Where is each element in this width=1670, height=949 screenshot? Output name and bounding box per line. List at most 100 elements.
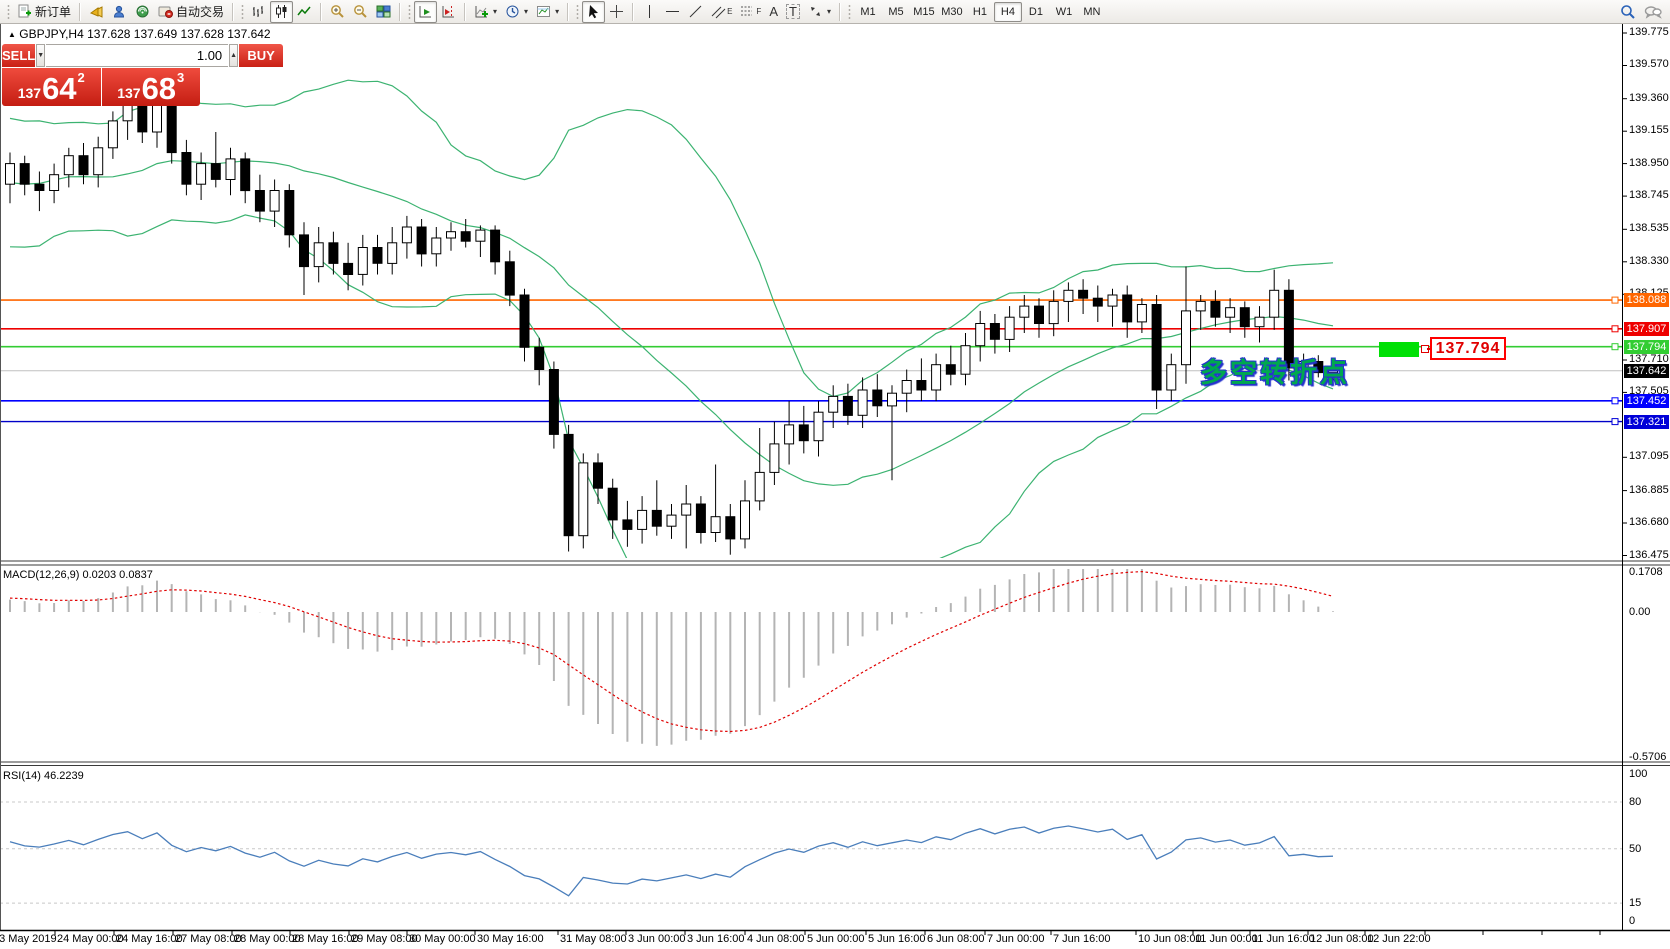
cursor-button[interactable] xyxy=(582,0,606,23)
ask-price-button[interactable]: 137 68 3 xyxy=(101,68,200,106)
time-label: 7 Jun 16:00 xyxy=(1053,933,1111,945)
sell-button[interactable]: SELL xyxy=(2,44,36,67)
channel-tool-button[interactable]: E xyxy=(707,1,736,23)
tile-windows-button[interactable] xyxy=(372,1,395,23)
toolbar-separator xyxy=(464,2,467,21)
timeframe-h1[interactable]: H1 xyxy=(972,5,987,18)
price-tag[interactable]: 137.794 xyxy=(1624,340,1669,354)
price-tick-label: 136.885 xyxy=(1629,484,1669,496)
bid-big: 64 xyxy=(42,71,77,106)
auto-scroll-button[interactable] xyxy=(414,0,438,23)
toolbar-grip xyxy=(847,3,851,20)
arrows-tool-button[interactable]: ▾ xyxy=(804,1,835,23)
timeframe-m30[interactable]: M30 xyxy=(941,5,963,18)
price-tag[interactable]: 137.642 xyxy=(1624,364,1669,378)
bar-chart-icon xyxy=(253,6,264,17)
time-label: 4 Jun 08:00 xyxy=(747,933,805,945)
cursor-icon xyxy=(589,5,599,19)
channel-glyph: E xyxy=(727,7,733,16)
auto-trading-button[interactable]: 自动交易 xyxy=(154,1,228,23)
green-highlight-box[interactable] xyxy=(1379,342,1419,357)
time-label: 24 May 16:00 xyxy=(116,933,183,945)
time-label: 3 Jun 00:00 xyxy=(628,933,686,945)
periods-clock-icon xyxy=(506,5,519,18)
price-tick-label: 136.680 xyxy=(1629,516,1669,528)
crosshair-button[interactable] xyxy=(605,1,628,23)
time-label: 24 May 00:00 xyxy=(57,933,124,945)
horizontal-line-tool-button[interactable] xyxy=(661,1,684,23)
timeframe-m5[interactable]: M5 xyxy=(888,5,904,18)
timeframe-mn[interactable]: MN xyxy=(1083,5,1101,18)
toolbar-separator xyxy=(320,2,323,21)
toolbar-grip xyxy=(241,3,245,20)
periods-caret-icon: ▾ xyxy=(524,7,529,16)
time-label: 3 Jun 16:00 xyxy=(687,933,745,945)
main-toolbar: 新订单 自动交易 xyxy=(0,0,1670,24)
volume-increase-button[interactable]: ▲ xyxy=(229,44,239,67)
zoom-out-button[interactable] xyxy=(349,1,372,23)
level-lines[interactable] xyxy=(0,299,1622,423)
time-label: 28 May 00:00 xyxy=(234,933,301,945)
turning-point-annotation[interactable]: 多空转折点 xyxy=(1200,358,1350,389)
chart-shift-icon xyxy=(442,6,455,18)
auto-trading-icon xyxy=(158,6,174,18)
search-button[interactable] xyxy=(1616,1,1640,23)
templates-button[interactable]: ▾ xyxy=(532,1,563,23)
bollinger-lower xyxy=(9,214,1334,558)
bid-sup: 2 xyxy=(77,70,85,85)
chat-button[interactable] xyxy=(1640,1,1666,23)
timeframe-w1[interactable]: W1 xyxy=(1055,5,1073,18)
price-tag[interactable]: 137.321 xyxy=(1624,415,1669,429)
price-tag[interactable]: 137.452 xyxy=(1624,394,1669,408)
time-label: 29 May 08:00 xyxy=(351,933,418,945)
channel-icon xyxy=(711,6,726,19)
zoom-in-button[interactable] xyxy=(326,1,349,23)
label-tool-button[interactable]: T xyxy=(782,1,804,23)
macd-tick-label: 0.00 xyxy=(1629,606,1651,618)
new-order-button[interactable]: 新订单 xyxy=(13,1,75,23)
tile-windows-icon xyxy=(376,5,391,18)
indicators-button[interactable]: ▾ xyxy=(470,1,501,23)
price-tick-label: 139.775 xyxy=(1629,26,1669,38)
navigator-button[interactable] xyxy=(108,1,131,23)
timeframe-h4[interactable]: H4 xyxy=(993,1,1022,22)
arrows-caret-icon: ▾ xyxy=(826,7,831,16)
macd-tick-label: 0.1708 xyxy=(1629,566,1663,578)
auto-scroll-icon xyxy=(419,6,432,18)
macd-histogram xyxy=(9,569,1334,746)
level-connector-square xyxy=(1611,343,1619,351)
candlestick-chart-button[interactable] xyxy=(270,0,294,23)
templates-icon xyxy=(537,6,551,17)
chart-shift-button[interactable] xyxy=(437,1,460,23)
periods-button[interactable]: ▾ xyxy=(501,1,532,23)
buy-button[interactable]: BUY xyxy=(239,44,284,67)
vertical-line-tool-button[interactable] xyxy=(638,1,661,23)
signal-button[interactable] xyxy=(131,1,154,23)
symbol-header: ▲ GBPJPY,H4 137.628 137.649 137.628 137.… xyxy=(8,27,271,41)
fibonacci-tool-button[interactable]: F xyxy=(736,1,765,23)
price-tag[interactable]: 138.088 xyxy=(1624,293,1669,307)
text-tool-button[interactable]: A xyxy=(765,1,782,23)
price-tick-label: 138.950 xyxy=(1629,157,1669,169)
time-label: 6 Jun 08:00 xyxy=(927,933,985,945)
rsi-tick-label: 100 xyxy=(1629,768,1648,780)
price-callout-label[interactable]: 137.794 xyxy=(1430,337,1506,360)
bar-chart-button[interactable] xyxy=(247,1,270,23)
macd-tick-label: -0.5706 xyxy=(1629,751,1667,763)
price-tag[interactable]: 137.907 xyxy=(1624,322,1669,336)
trendline-tool-button[interactable] xyxy=(684,1,707,23)
timeframe-d1[interactable]: D1 xyxy=(1028,5,1043,18)
timeframe-m15[interactable]: M15 xyxy=(913,5,935,18)
market-watch-button[interactable] xyxy=(85,1,108,23)
line-chart-button[interactable] xyxy=(293,1,316,23)
volume-decrease-button[interactable]: ▼ xyxy=(36,44,46,67)
toolbar-separator xyxy=(838,2,841,21)
price-tick-label: 138.745 xyxy=(1629,189,1669,201)
time-label: 5 Jun 16:00 xyxy=(868,933,926,945)
time-label: 12 Jun 22:00 xyxy=(1367,933,1431,945)
volume-input[interactable] xyxy=(46,44,229,67)
bid-price-button[interactable]: 137 64 2 xyxy=(2,68,101,106)
label-tool-glyph: T xyxy=(785,4,800,19)
timeframe-m1[interactable]: M1 xyxy=(860,5,876,18)
